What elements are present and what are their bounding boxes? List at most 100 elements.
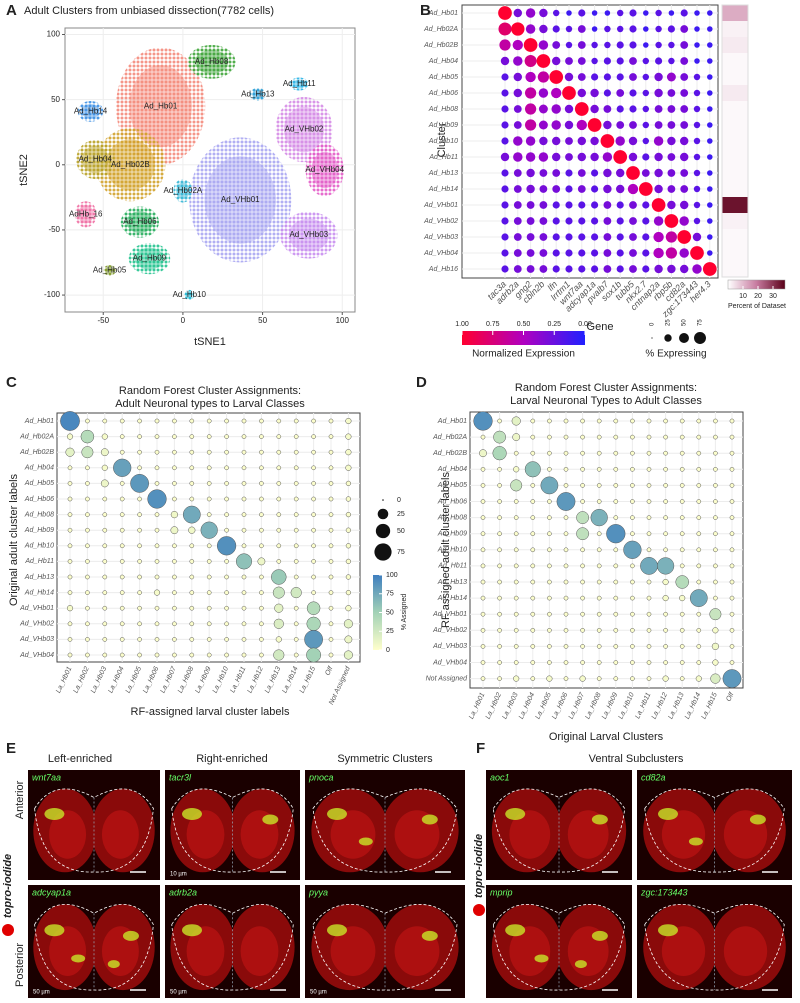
cluster-label: Ad_Hb13 <box>241 90 275 99</box>
dot <box>81 446 94 459</box>
dot <box>642 153 650 161</box>
dot <box>680 105 689 113</box>
dot <box>646 466 652 472</box>
dot <box>603 184 612 194</box>
dot <box>293 621 299 627</box>
tissue-core <box>49 926 87 977</box>
dot <box>539 185 548 193</box>
dot <box>513 217 522 225</box>
dot <box>663 611 668 617</box>
dot <box>189 481 195 486</box>
dot <box>577 73 586 81</box>
dot <box>328 590 334 595</box>
dot <box>629 25 637 33</box>
dot <box>603 201 612 209</box>
dot <box>646 499 652 504</box>
panel-letter: E <box>6 740 16 757</box>
y-tick-label: Ad_Hb05 <box>24 480 54 487</box>
dot <box>513 136 523 146</box>
dot <box>501 89 509 97</box>
dot <box>530 450 536 456</box>
dot <box>539 169 548 177</box>
dot <box>538 104 548 114</box>
cluster-label: Ad_Hb06 <box>123 217 157 226</box>
dot <box>707 138 713 144</box>
y-tick-label: Ad_Hb11 <box>428 154 458 161</box>
dot <box>630 595 635 601</box>
y-tick-label: Ad_Hb13 <box>437 579 467 586</box>
dot <box>642 105 650 113</box>
dot <box>707 42 713 48</box>
dot <box>722 669 742 688</box>
dot <box>576 527 589 541</box>
dot <box>137 605 142 611</box>
dot <box>696 515 702 520</box>
dot <box>328 527 334 533</box>
dot <box>293 434 299 439</box>
colorbar-tick-label: 100 <box>386 572 398 579</box>
y-axis-title: Original adult cluster labels <box>8 473 20 606</box>
signal <box>505 808 526 820</box>
dot <box>642 201 650 209</box>
dot <box>154 559 160 564</box>
dot <box>501 249 509 257</box>
dot <box>530 660 536 665</box>
y-tick-label: Ad_Hb08 <box>24 511 54 518</box>
dot <box>596 418 602 424</box>
dot <box>646 611 652 617</box>
dot <box>712 627 719 634</box>
dot <box>616 249 624 257</box>
tissue-core <box>330 810 376 859</box>
dot <box>497 531 502 537</box>
dot <box>241 512 247 517</box>
dot <box>259 637 264 642</box>
dot <box>680 200 689 210</box>
dot <box>540 476 559 495</box>
dot <box>563 547 569 553</box>
dot <box>654 88 663 98</box>
dot <box>729 483 735 488</box>
dot <box>497 466 502 472</box>
signal <box>658 808 678 820</box>
scale-bar-label: 50 µm <box>33 990 50 996</box>
dot <box>345 433 352 440</box>
dot <box>101 433 108 440</box>
dot <box>552 201 560 209</box>
dot <box>276 465 282 471</box>
dot <box>580 466 585 472</box>
dot <box>596 466 602 472</box>
dot <box>241 434 247 439</box>
y-tick-label: Ad_Hb13 <box>24 574 54 581</box>
dot <box>224 434 229 439</box>
panel-letter: D <box>416 374 427 391</box>
dot <box>547 434 552 440</box>
heat-cell <box>722 117 748 133</box>
dot <box>680 41 689 49</box>
dot <box>480 627 486 633</box>
gene-label: mprip <box>490 887 513 897</box>
dot <box>641 169 650 177</box>
dot <box>713 434 718 440</box>
heat-cell <box>722 213 748 229</box>
dot <box>642 121 650 129</box>
dot <box>696 660 702 665</box>
dot <box>679 644 685 649</box>
dot <box>480 499 486 504</box>
cluster-core <box>129 65 192 148</box>
dot <box>690 246 704 260</box>
dot <box>552 249 560 257</box>
cluster <box>249 87 266 101</box>
dot <box>679 531 685 537</box>
dot <box>119 496 125 502</box>
dot <box>497 547 502 553</box>
dot <box>552 9 560 17</box>
dot <box>224 559 229 564</box>
dot <box>85 605 90 611</box>
dot <box>552 185 561 193</box>
dot <box>513 644 519 649</box>
dot <box>497 595 502 601</box>
dot <box>630 611 635 617</box>
dot <box>577 41 586 49</box>
colorbar-tick-label: 75 <box>386 591 394 598</box>
y-tick-label: Ad_VHb02 <box>19 621 54 628</box>
